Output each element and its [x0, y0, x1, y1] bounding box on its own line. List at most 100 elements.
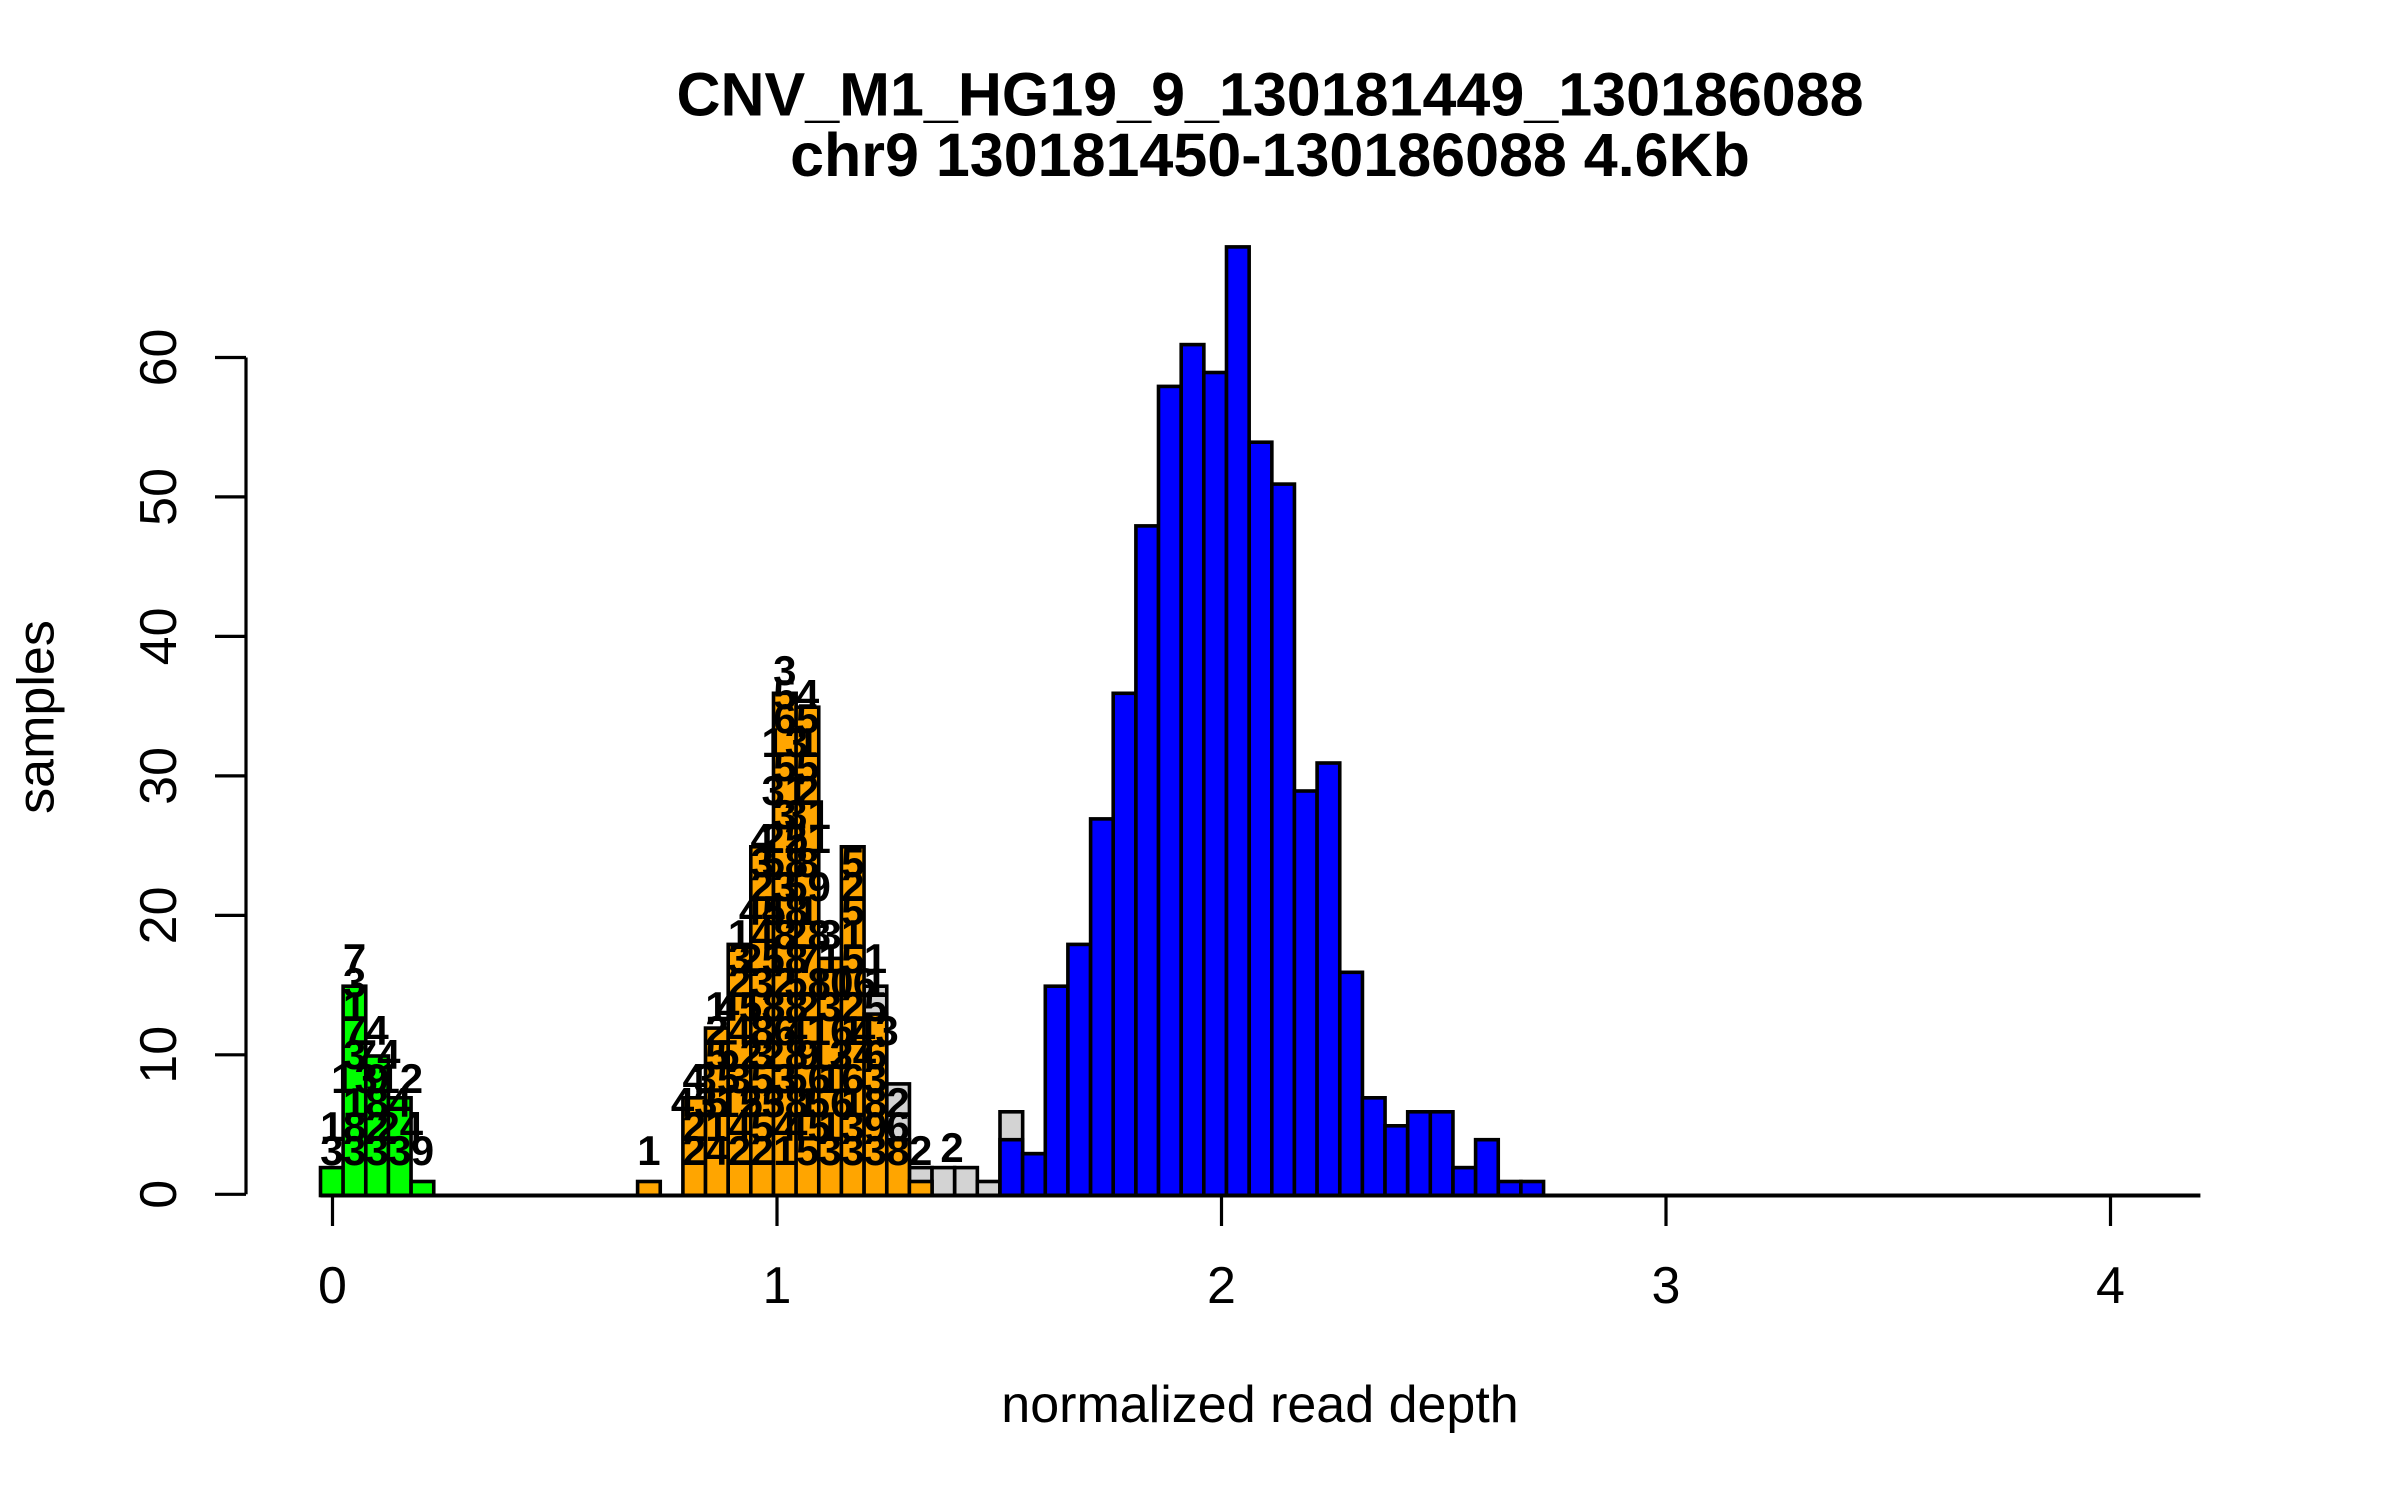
svg-text:1: 1: [763, 1257, 792, 1315]
svg-text:3: 3: [864, 1055, 887, 1102]
svg-text:28: 28: [784, 911, 831, 958]
svg-text:1: 1: [773, 1127, 796, 1174]
svg-text:12: 12: [807, 1031, 854, 1078]
svg-text:4: 4: [365, 1007, 389, 1054]
svg-text:1: 1: [705, 1103, 728, 1150]
svg-text:2: 2: [940, 1124, 963, 1171]
svg-text:25: 25: [761, 815, 808, 862]
svg-text:3: 3: [818, 1127, 841, 1174]
svg-text:1: 1: [728, 911, 751, 958]
svg-text:31: 31: [784, 791, 831, 838]
svg-text:7: 7: [343, 935, 366, 982]
svg-text:8: 8: [773, 911, 796, 958]
svg-text:9: 9: [796, 1031, 819, 1078]
svg-text:35: 35: [694, 1055, 741, 1102]
svg-text:8: 8: [343, 1103, 366, 1150]
svg-text:4: 4: [751, 911, 775, 958]
svg-text:58: 58: [761, 839, 808, 886]
svg-text:6: 6: [841, 1055, 864, 1102]
svg-text:20: 20: [130, 886, 188, 944]
svg-text:52: 52: [716, 1031, 763, 1078]
svg-text:3: 3: [343, 959, 366, 1006]
svg-text:4: 4: [2096, 1257, 2125, 1315]
svg-text:5: 5: [841, 935, 864, 982]
svg-text:41: 41: [784, 1007, 831, 1054]
svg-text:9: 9: [864, 1103, 887, 1150]
svg-text:45: 45: [739, 887, 786, 934]
svg-text:3: 3: [751, 839, 774, 886]
svg-text:2: 2: [751, 863, 774, 910]
svg-text:6: 6: [864, 1031, 887, 1078]
svg-text:7: 7: [343, 1007, 366, 1054]
svg-text:1: 1: [343, 1079, 366, 1126]
svg-text:3: 3: [841, 1127, 864, 1174]
svg-text:5: 5: [705, 1079, 728, 1126]
svg-text:13: 13: [761, 719, 808, 766]
svg-text:48: 48: [761, 887, 808, 934]
svg-text:0: 0: [130, 1180, 188, 1209]
svg-text:3: 3: [773, 791, 796, 838]
svg-text:50: 50: [130, 468, 188, 526]
svg-text:1: 1: [818, 1055, 841, 1102]
svg-text:41: 41: [716, 983, 763, 1030]
svg-text:56: 56: [784, 1055, 831, 1102]
svg-text:1: 1: [864, 959, 887, 1006]
svg-text:58: 58: [761, 935, 808, 982]
svg-text:8: 8: [886, 1127, 909, 1174]
svg-text:3: 3: [751, 1031, 774, 1078]
svg-text:2: 2: [841, 863, 864, 910]
svg-text:10: 10: [807, 959, 854, 1006]
svg-text:59: 59: [784, 863, 831, 910]
svg-text:6: 6: [773, 1007, 796, 1054]
svg-text:13: 13: [331, 1055, 378, 1102]
svg-text:16: 16: [807, 1007, 854, 1054]
svg-text:2: 2: [909, 1127, 932, 1174]
svg-text:1: 1: [705, 983, 728, 1030]
svg-text:2: 2: [705, 1007, 728, 1054]
svg-text:samples: samples: [8, 620, 66, 814]
svg-text:CNV_M1_HG19_9_130181449_130186: CNV_M1_HG19_9_130181449_130186088: [676, 61, 1863, 129]
svg-text:1: 1: [320, 1103, 343, 1150]
svg-text:43: 43: [852, 1007, 899, 1054]
svg-text:3: 3: [320, 1127, 343, 1174]
svg-text:1: 1: [841, 1007, 864, 1054]
svg-text:1: 1: [841, 1079, 864, 1126]
svg-text:2: 2: [728, 959, 751, 1006]
svg-text:6: 6: [773, 695, 796, 742]
svg-text:21: 21: [784, 815, 831, 862]
svg-text:2: 2: [365, 1103, 388, 1150]
svg-text:9: 9: [365, 1055, 388, 1102]
svg-text:4: 4: [751, 815, 775, 862]
svg-text:38: 38: [761, 983, 808, 1030]
svg-text:8: 8: [751, 1007, 774, 1054]
svg-text:30: 30: [130, 747, 188, 805]
svg-text:1: 1: [796, 719, 819, 766]
svg-text:3: 3: [773, 1055, 796, 1102]
svg-text:24: 24: [376, 1103, 423, 1150]
svg-text:1: 1: [796, 887, 819, 934]
svg-text:5: 5: [751, 1103, 774, 1150]
svg-text:2: 2: [773, 959, 796, 1006]
svg-text:3: 3: [864, 1127, 887, 1174]
svg-text:3: 3: [343, 1031, 366, 1078]
svg-text:5: 5: [773, 671, 796, 718]
svg-text:58: 58: [761, 1079, 808, 1126]
svg-text:9: 9: [411, 1127, 434, 1174]
svg-text:5: 5: [773, 743, 796, 790]
svg-text:31: 31: [761, 767, 808, 814]
svg-text:5: 5: [796, 695, 819, 742]
svg-text:2: 2: [796, 983, 819, 1030]
svg-text:5: 5: [841, 839, 864, 886]
svg-text:56: 56: [807, 1079, 854, 1126]
svg-text:3: 3: [728, 1055, 751, 1102]
svg-text:10: 10: [130, 1026, 188, 1084]
svg-text:43: 43: [671, 1079, 718, 1126]
svg-text:3: 3: [343, 1127, 366, 1174]
svg-text:5: 5: [705, 1031, 728, 1078]
svg-text:58: 58: [739, 983, 786, 1030]
svg-text:74: 74: [354, 1031, 401, 1078]
svg-text:8: 8: [864, 1079, 887, 1126]
svg-text:4: 4: [728, 1103, 752, 1150]
svg-text:4: 4: [705, 1127, 729, 1174]
svg-text:5: 5: [796, 743, 819, 790]
